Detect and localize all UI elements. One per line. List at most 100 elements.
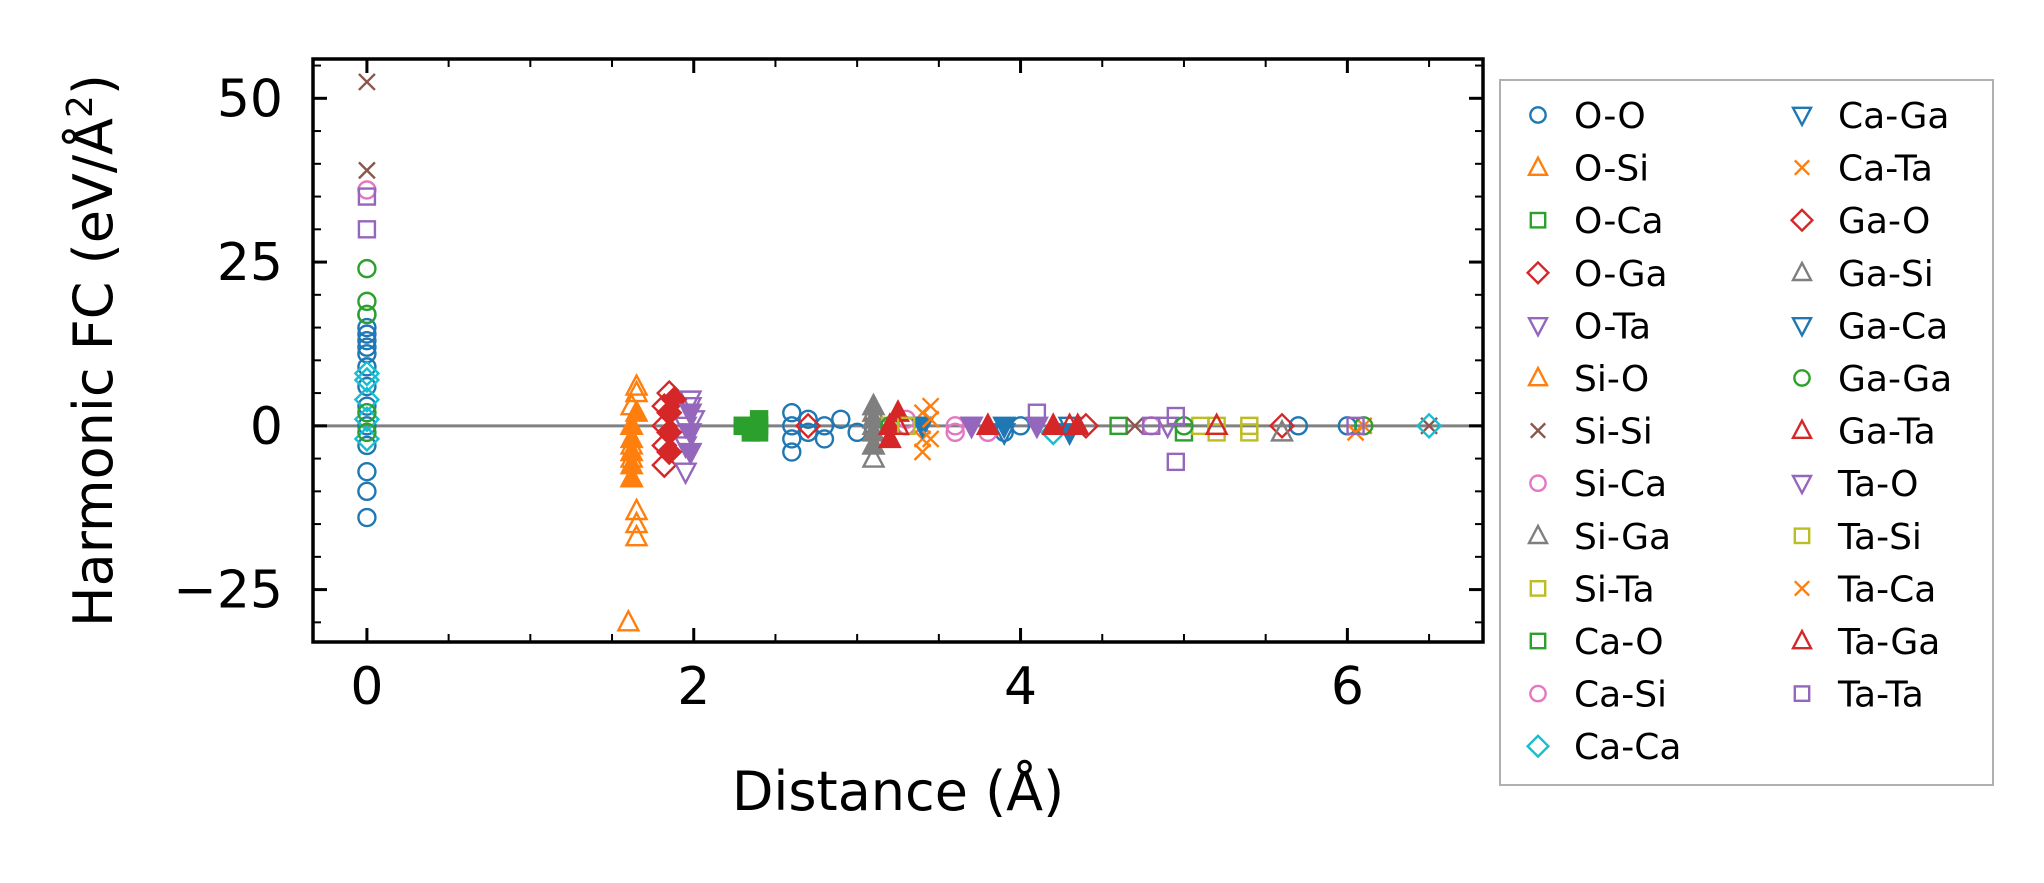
legend-label: O-Si xyxy=(1574,149,1649,190)
data-point xyxy=(861,392,886,416)
legend-label: Ta-Ga xyxy=(1837,622,1940,663)
data-point xyxy=(921,430,940,448)
legend-marker xyxy=(1791,628,1813,650)
data-point xyxy=(1109,416,1128,436)
legend-marker xyxy=(1529,422,1547,439)
data-point xyxy=(975,412,1000,436)
legend-marker xyxy=(1529,106,1547,124)
y-axis-label: Harmonic FC (eV/Å2) xyxy=(60,74,125,627)
data-point xyxy=(353,360,381,387)
legend-label: Ta-Ta xyxy=(1837,675,1924,716)
data-point xyxy=(619,425,644,449)
data-point xyxy=(782,442,802,462)
data-point xyxy=(782,403,802,423)
legend-item: Ta-Ta xyxy=(1793,675,1924,716)
data-point xyxy=(798,422,818,443)
data-point xyxy=(357,481,377,502)
legend-marker xyxy=(1791,260,1813,282)
legend-label: Ga-Ga xyxy=(1838,359,1952,400)
series-ga-ta xyxy=(877,399,1090,449)
data-point xyxy=(624,523,649,547)
data-point xyxy=(619,451,644,475)
legend-label: Ga-O xyxy=(1838,201,1930,242)
data-point xyxy=(358,73,376,91)
data-point xyxy=(794,412,822,440)
legend-frame xyxy=(1499,79,1994,786)
data-point xyxy=(1142,416,1161,436)
data-point xyxy=(1268,412,1296,440)
legend-marker xyxy=(1793,159,1811,176)
legend-marker xyxy=(1791,418,1813,439)
data-point xyxy=(357,396,377,416)
legend-label: Ta-Si xyxy=(1837,517,1922,558)
data-point xyxy=(357,304,377,325)
legend-label: O-Ga xyxy=(1574,254,1668,295)
x-tick-label: 4 xyxy=(1004,657,1037,717)
legend-label: Ca-Ta xyxy=(1838,149,1933,190)
legend-label: Ca-Si xyxy=(1574,675,1667,716)
legend-label: Ca-O xyxy=(1574,622,1664,663)
data-point xyxy=(749,423,769,442)
legend-item: Ta-Si xyxy=(1793,517,1922,558)
data-point xyxy=(921,410,940,429)
legend-item: O-O xyxy=(1529,96,1646,137)
data-point xyxy=(357,220,377,239)
legend-item: Ca-Si xyxy=(1529,675,1667,716)
data-point xyxy=(1415,412,1443,440)
legend-label: Si-Ta xyxy=(1574,569,1655,610)
data-point xyxy=(921,397,940,416)
data-point xyxy=(1346,423,1365,442)
legend-item: Ta-Ga xyxy=(1791,622,1940,663)
legend-item: Ca-Ca xyxy=(1525,727,1681,768)
legend-item: O-Ga xyxy=(1525,254,1668,295)
legend-item: O-Si xyxy=(1527,149,1649,190)
legend-item: Ga-Si xyxy=(1791,254,1934,295)
legend-marker xyxy=(1529,632,1547,650)
axis-ticks: 0 2 4 6 −25 0 25 50 xyxy=(173,59,1483,717)
legend-marker xyxy=(1789,208,1815,233)
data-point xyxy=(678,403,703,427)
series-ta-o xyxy=(678,403,1049,466)
data-point xyxy=(1166,452,1185,472)
data-point xyxy=(1240,416,1259,436)
data-point xyxy=(357,337,377,357)
data-point xyxy=(357,416,377,436)
data-point xyxy=(353,366,381,394)
legend-item: Ta-Ca xyxy=(1793,569,1936,610)
data-point xyxy=(357,403,377,423)
data-point xyxy=(782,416,802,436)
x-tick-label: 0 xyxy=(350,657,383,717)
data-point xyxy=(353,386,381,413)
data-point xyxy=(814,416,835,436)
legend-marker xyxy=(1527,155,1549,177)
legend-marker xyxy=(1529,211,1547,229)
series-si-ca xyxy=(357,180,1161,443)
series-ca-o xyxy=(733,410,769,442)
legend-label: Si-Si xyxy=(1574,412,1653,453)
data-point xyxy=(886,412,910,436)
legend-item: Ga-Ga xyxy=(1793,359,1952,400)
data-point xyxy=(1010,416,1031,436)
data-point xyxy=(861,405,886,429)
data-point xyxy=(1166,406,1185,426)
series-si-o xyxy=(619,399,649,488)
legend-label: Ga-Si xyxy=(1838,254,1934,295)
data-point xyxy=(624,497,649,521)
legend-label: Ca-Ca xyxy=(1574,727,1681,768)
legend-marker xyxy=(1529,580,1547,597)
legend-marker xyxy=(1791,317,1813,338)
legend-item: Ca-Ta xyxy=(1793,149,1933,190)
data-point xyxy=(619,464,644,488)
data-point xyxy=(913,443,932,461)
data-point xyxy=(357,330,377,351)
legend-marker xyxy=(1791,106,1813,128)
data-point xyxy=(782,429,802,449)
legend-marker xyxy=(1525,260,1551,285)
y-tick-label: 50 xyxy=(217,69,283,129)
data-point xyxy=(992,416,1017,440)
legend-label: Ga-Ta xyxy=(1838,412,1936,453)
data-point xyxy=(1041,412,1066,436)
legend-marker xyxy=(1529,474,1547,493)
data-point xyxy=(357,357,377,377)
